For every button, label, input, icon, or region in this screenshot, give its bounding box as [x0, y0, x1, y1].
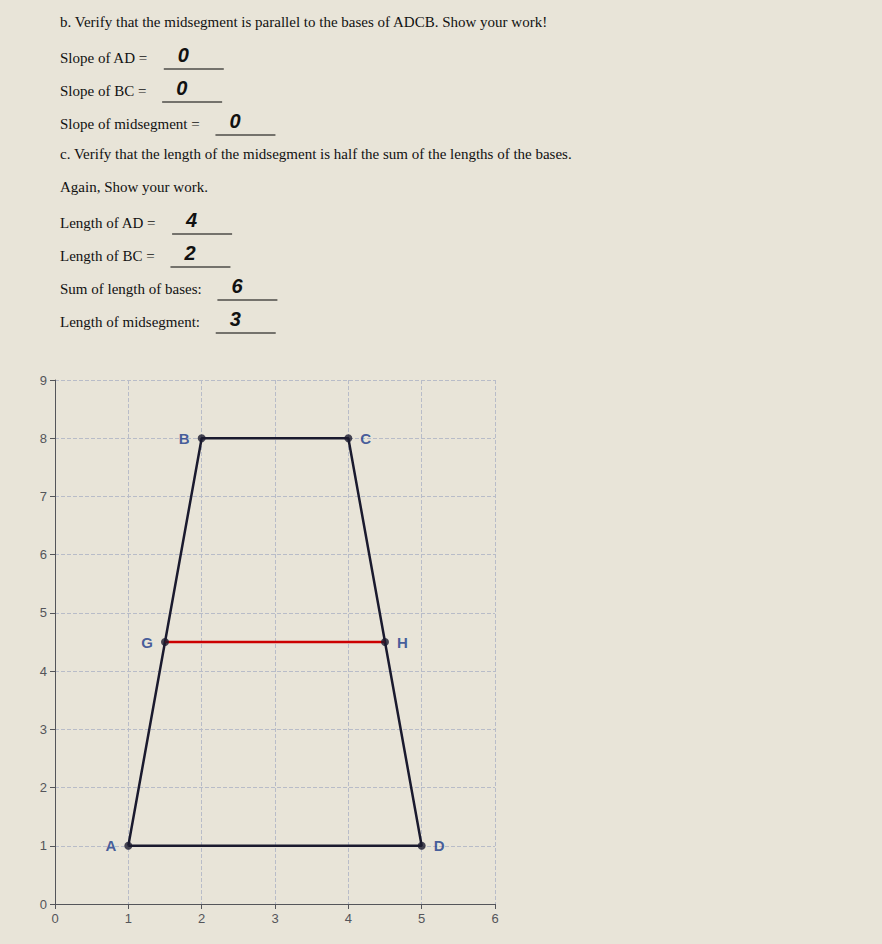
svg-text:D: D — [434, 837, 445, 854]
svg-text:0: 0 — [229, 110, 240, 132]
svg-text:1: 1 — [40, 838, 47, 853]
svg-text:Again, Show your work.: Again, Show your work. — [60, 179, 208, 195]
svg-text:Slope of BC =: Slope of BC = — [60, 83, 150, 99]
svg-text:c. Verify that the length of t: c. Verify that the length of the midsegm… — [60, 146, 572, 162]
svg-text:3: 3 — [40, 722, 47, 737]
svg-text:4: 4 — [345, 911, 352, 926]
svg-text:Length of BC =: Length of BC = — [60, 248, 158, 264]
svg-text:4: 4 — [185, 209, 197, 231]
svg-text:0: 0 — [178, 44, 189, 66]
svg-text:H: H — [397, 634, 408, 651]
svg-text:5: 5 — [40, 605, 47, 620]
svg-text:1: 1 — [125, 911, 132, 926]
svg-text:6: 6 — [40, 547, 47, 562]
svg-text:6: 6 — [231, 275, 243, 297]
svg-text:4: 4 — [40, 664, 47, 679]
svg-text:A: A — [105, 837, 116, 854]
svg-text:9: 9 — [40, 373, 47, 388]
svg-text:G: G — [141, 634, 153, 651]
svg-text:Slope of AD =: Slope of AD = — [60, 50, 151, 66]
svg-text:B: B — [179, 430, 190, 447]
svg-text:2: 2 — [40, 780, 47, 795]
svg-text:3: 3 — [271, 911, 278, 926]
svg-text:8: 8 — [40, 431, 47, 446]
svg-text:7: 7 — [40, 489, 47, 504]
svg-text:3: 3 — [230, 308, 241, 330]
svg-text:Sum of length of bases:: Sum of length of bases: — [60, 281, 205, 297]
svg-text:b. Verify that the midsegment: b. Verify that the midsegment is paralle… — [60, 14, 547, 30]
svg-text:0: 0 — [51, 911, 58, 926]
svg-text:Slope of midsegment =: Slope of midsegment = — [60, 116, 203, 132]
svg-text:5: 5 — [418, 911, 425, 926]
svg-text:2: 2 — [198, 911, 205, 926]
svg-text:0: 0 — [40, 897, 47, 912]
svg-text:0: 0 — [176, 77, 187, 99]
svg-text:Length of midsegment:: Length of midsegment: — [60, 314, 204, 330]
svg-text:C: C — [360, 430, 371, 447]
svg-text:6: 6 — [491, 911, 498, 926]
svg-text:2: 2 — [183, 242, 195, 264]
svg-text:Length of AD =: Length of AD = — [60, 215, 159, 231]
